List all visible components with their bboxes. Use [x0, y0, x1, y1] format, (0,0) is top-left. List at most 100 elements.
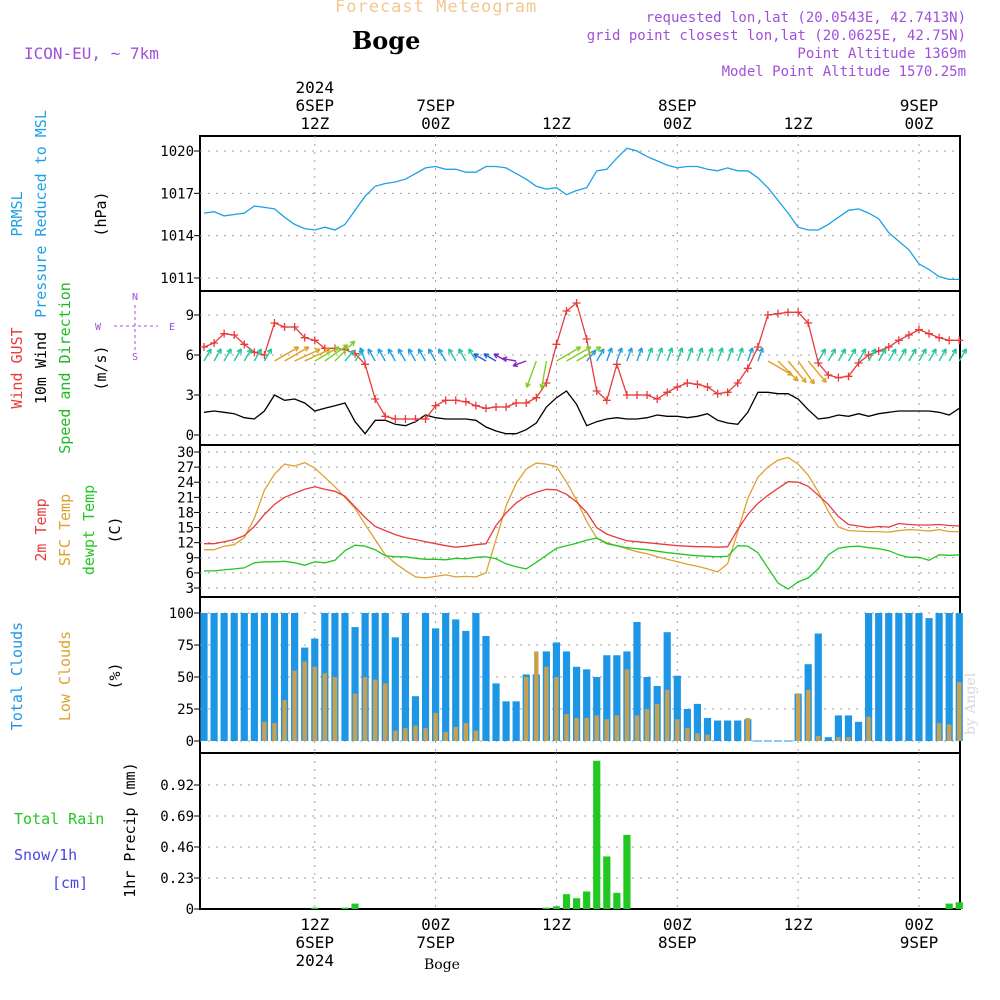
wind-direction-arrow: [438, 348, 447, 362]
wind-gust-marker: [753, 343, 762, 351]
pressure-unit: (hPa): [92, 191, 110, 236]
wind-gust-marker: [653, 395, 662, 403]
wind-gust-marker: [401, 415, 410, 423]
rain-bar: [613, 892, 621, 909]
wind-gust-marker: [502, 403, 511, 411]
wind-direction-arrow: [787, 360, 807, 384]
wind-direction-arrow: [223, 348, 232, 362]
total-cloud-bar: [814, 633, 822, 741]
low-cloud-bar: [453, 726, 458, 741]
total-cloud-bar: [381, 613, 389, 741]
wind-gust-marker: [371, 395, 380, 403]
time-label-bottom: 00Z: [663, 915, 692, 934]
pressure-frame: [199, 135, 961, 292]
precip-ytick-label: 0.69: [160, 809, 194, 825]
wind-gust-marker: [663, 388, 672, 397]
wind-unit: (m/s): [92, 345, 110, 390]
wind-direction-arrow: [696, 347, 704, 362]
grid-point-coords: grid point closest lon,lat (20.0625E, 42…: [586, 28, 966, 44]
wind-gust-marker: [673, 383, 682, 391]
wind-direction-arrow: [636, 347, 644, 362]
compass-cross: [114, 305, 158, 353]
wind-gust-marker: [451, 396, 460, 405]
time-label-bottom: 7SEP: [416, 933, 455, 952]
total-cloud-bar: [280, 613, 289, 741]
time-label-bottom: 12Z: [300, 915, 329, 934]
total-cloud-bar: [210, 613, 218, 741]
wind-gust-marker: [220, 329, 229, 338]
wind-direction-arrow: [576, 346, 602, 362]
time-label-top: 6SEP: [296, 96, 335, 115]
total-cloud-bar: [502, 701, 510, 741]
time-label-top: 00Z: [905, 114, 934, 133]
low-cloud-bar: [624, 669, 630, 741]
total-cloud-bar: [865, 613, 873, 741]
wind-gust-marker: [683, 379, 692, 387]
app-title: Forecast Meteogram: [335, 0, 538, 17]
low-cloud-bar: [332, 677, 338, 741]
low-cloud-bar: [685, 728, 690, 741]
clouds-ytick-label: 25: [177, 702, 194, 718]
pressure-line: [203, 147, 960, 281]
wind-gust-marker: [492, 403, 501, 411]
time-label-bottom: 12Z: [784, 915, 813, 934]
low-cloud-bar: [614, 715, 620, 741]
low-cloud-bar: [372, 679, 378, 741]
total-cloud-bar: [421, 613, 430, 741]
total-cloud-bar: [663, 632, 671, 741]
wind-gust-marker: [955, 336, 964, 345]
wind-direction-arrow: [483, 353, 497, 362]
model-altitude: Model Point Altitude 1570.25m: [721, 64, 966, 80]
wind-direction-arrow: [274, 346, 300, 362]
total-cloud-bar: [512, 701, 520, 741]
total-cloud-bar: [452, 619, 460, 741]
wind-direction-arrow: [716, 347, 724, 362]
low-cloud-bar: [282, 700, 287, 741]
clouds-unit: (%): [106, 662, 124, 689]
wind-direction-arrow: [473, 353, 487, 362]
model-label: ICON-EU, ~ 7km: [24, 44, 159, 63]
wind-gust-marker: [723, 388, 732, 397]
time-label-top: 12Z: [300, 114, 329, 133]
temperature-ytick-label: 6: [186, 566, 194, 582]
wind-direction-arrow: [867, 348, 877, 362]
wind-gust-marker: [532, 393, 541, 402]
wind-gust-marker: [743, 364, 752, 373]
wind-direction-arrow: [807, 360, 827, 384]
wind-direction-arrow: [344, 349, 355, 362]
wind-direction-arrow: [243, 348, 252, 362]
wind-gust-marker: [471, 401, 480, 410]
wind-gust-marker: [693, 380, 702, 389]
wind-ytick-label: 3: [186, 388, 194, 404]
wind-gust-marker: [733, 379, 742, 387]
rain-bar: [583, 891, 591, 909]
total-cloud-bar: [834, 715, 843, 741]
low-clouds-title: Low Clouds: [56, 631, 74, 721]
total-cloud-bar: [955, 613, 963, 741]
total-cloud-bar: [371, 613, 379, 741]
total-cloud-bar: [875, 613, 883, 741]
wind-direction-arrow: [377, 348, 386, 362]
low-cloud-bar: [705, 734, 710, 741]
wind-direction-arrow: [304, 348, 331, 362]
wind-direction-arrow: [458, 348, 467, 362]
wind-gust-marker: [441, 396, 450, 405]
rain-bar: [542, 907, 550, 909]
rain-bar: [623, 834, 631, 909]
wind-gust-marker: [703, 383, 712, 391]
wind-direction-arrow: [501, 356, 517, 363]
wind-gust-marker: [552, 340, 561, 349]
wind-direction-arrow: [837, 348, 847, 362]
wind-gust-marker: [763, 311, 772, 319]
low-cloud-bar: [654, 703, 660, 741]
wind-gust-marker: [834, 373, 843, 382]
precip-ytick-label: 0.92: [160, 778, 194, 794]
total-cloud-bar: [603, 655, 611, 741]
wind-direction-arrow: [284, 346, 310, 362]
wind-direction-arrow: [958, 348, 967, 362]
wind-direction-arrow: [525, 360, 537, 388]
temperature-ytick-label: 3: [186, 581, 194, 597]
wind-gust-marker: [270, 319, 279, 327]
low-cloud-bar: [443, 732, 448, 741]
